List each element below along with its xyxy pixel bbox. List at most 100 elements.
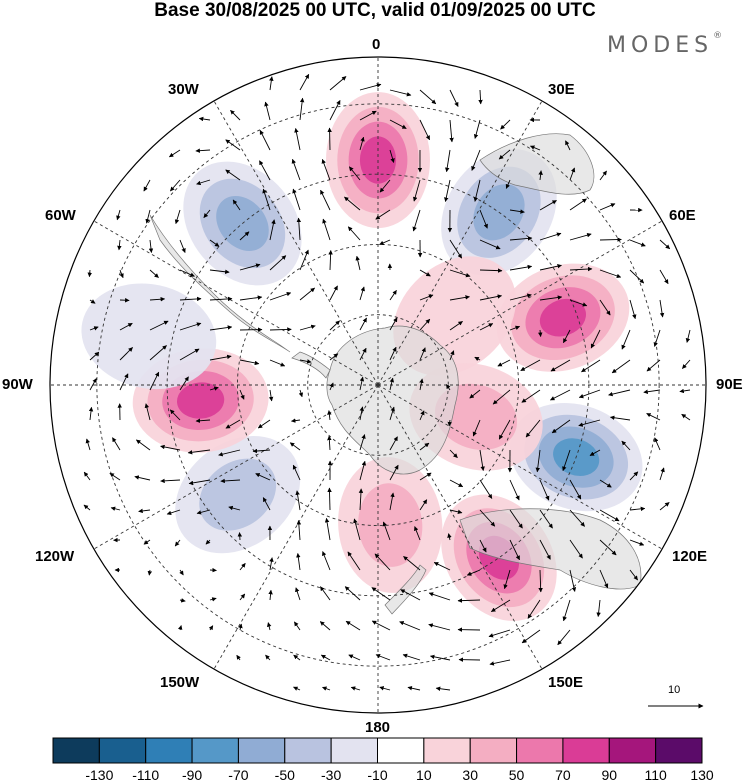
wind-vector (264, 101, 271, 121)
continents (149, 133, 642, 615)
wind-vector (232, 199, 241, 211)
wind-vector (419, 89, 437, 105)
wind-vector (646, 359, 661, 372)
wind-vector (539, 539, 551, 560)
wind-vector (679, 388, 691, 394)
wind-vector (298, 389, 304, 398)
wind-vector (433, 562, 451, 571)
wind-vector (389, 149, 395, 163)
wind-vector (269, 557, 274, 571)
wind-vector (347, 226, 361, 241)
wind-vector (359, 83, 382, 91)
wind-vector (509, 479, 520, 501)
wind-vector (379, 686, 391, 691)
wind-vector (209, 325, 233, 331)
colorbar-label: -10 (367, 767, 388, 783)
wind-vector (138, 508, 151, 514)
anomaly-positive-70e (496, 263, 630, 372)
wind-vector (225, 419, 241, 429)
wind-vector (596, 599, 601, 618)
wind-vector (322, 218, 331, 241)
wind-vector (168, 149, 181, 158)
colorbar-label: 90 (601, 767, 618, 783)
wind-vector (179, 296, 202, 302)
wind-vector (291, 418, 301, 423)
wind-vector (119, 347, 133, 361)
colorbar-swatch (562, 737, 610, 764)
meridian-line (377, 384, 663, 550)
wind-vector (187, 449, 211, 455)
wind-vector (265, 654, 271, 661)
wind-vector (375, 653, 391, 661)
map-title: Base 30/08/2025 00 UTC, valid 01/09/2025… (154, 0, 596, 21)
colorbar-swatch (423, 737, 471, 764)
wind-vector (359, 347, 367, 361)
wind-vector (428, 592, 451, 601)
wind-vector (119, 269, 124, 279)
wind-vector (509, 539, 520, 561)
wind-vector (220, 478, 241, 484)
wind-vector (412, 209, 421, 232)
wind-vector (621, 440, 631, 451)
wind-vector (85, 438, 91, 451)
south-america (149, 214, 291, 353)
wind-vector (179, 348, 200, 361)
wind-vector (599, 170, 607, 181)
wind-vector (621, 329, 631, 350)
wind-vector (83, 471, 91, 481)
meridian-line (213, 100, 379, 386)
meridian-line (93, 220, 379, 386)
wind-vector (269, 359, 286, 367)
wind-vector (195, 418, 211, 424)
wind-vector (599, 539, 617, 556)
lon-label-30w: 30W (168, 81, 199, 98)
wind-vector (629, 506, 646, 512)
wind-vector (299, 73, 310, 91)
meridian-line (377, 220, 663, 386)
wind-vector (629, 269, 645, 284)
wind-vector (119, 322, 133, 331)
wind-vector (239, 231, 250, 241)
antarctica (326, 325, 459, 475)
wind-vector (569, 299, 588, 307)
wind-vector (562, 329, 571, 344)
wind-vector (179, 322, 202, 331)
wind-vector (599, 509, 620, 522)
wind-vector (269, 255, 287, 271)
wind-vector (569, 569, 577, 592)
wind-vector (320, 189, 331, 211)
wind-vector (457, 598, 481, 603)
wind-vector (449, 295, 470, 301)
lat-lon-grid (50, 57, 706, 713)
wind-vector (329, 100, 341, 121)
wind-vector (389, 492, 395, 511)
brand-name: MODES (607, 33, 714, 58)
wind-vector (412, 179, 421, 202)
colorbar-swatch (98, 737, 147, 764)
wind-vector (419, 499, 428, 511)
wind-vector (208, 625, 214, 631)
wind-vector (174, 209, 181, 225)
wind-vector (682, 359, 691, 369)
wind-vector (497, 359, 511, 367)
wind-vector (329, 320, 340, 331)
wind-vector (149, 345, 167, 361)
wind-vector (348, 166, 361, 181)
wind-vector (348, 654, 361, 661)
wind-vector (562, 599, 571, 622)
wind-vector (539, 295, 563, 301)
wind-vector (530, 145, 541, 151)
wind-vector (609, 415, 631, 421)
colorbar-label: -50 (274, 767, 295, 783)
wind-vector (225, 169, 241, 181)
wind-vector (569, 232, 592, 241)
colorbar-swatch (655, 737, 703, 764)
wind-vector (116, 209, 121, 221)
wind-vector (569, 509, 585, 527)
new-zealand (384, 564, 427, 615)
wind-vector (472, 419, 481, 437)
colorbar-label: 70 (555, 767, 571, 783)
wind-vector (328, 250, 333, 271)
wind-vector (144, 403, 151, 421)
lon-label-120w: 120W (35, 548, 75, 565)
